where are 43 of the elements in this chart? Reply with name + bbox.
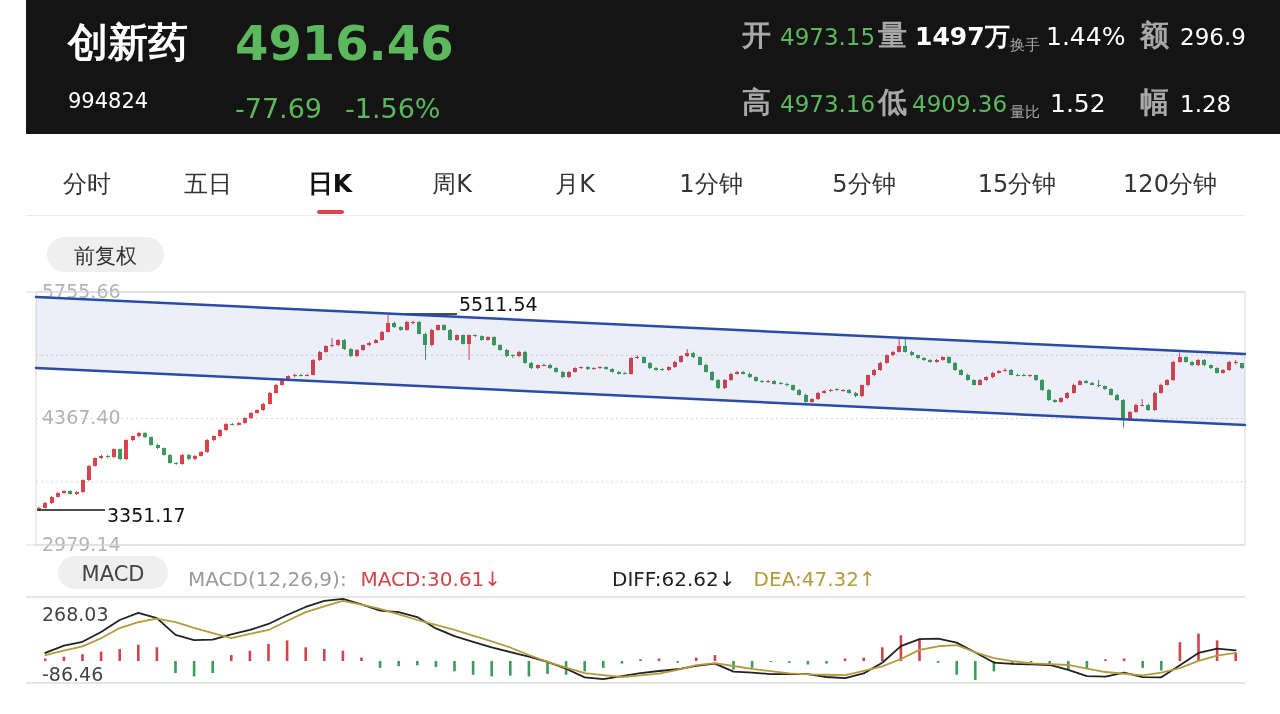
text: 4916.46	[235, 15, 454, 71]
text: 15分钟	[977, 170, 1057, 198]
text: 周K	[432, 170, 474, 198]
text: 1分钟	[679, 170, 743, 198]
text: 1.28	[1180, 91, 1232, 117]
y-tick-label: 268.03	[42, 602, 109, 625]
text: 5分钟	[832, 170, 896, 198]
y-tick-label: 2979.14	[42, 532, 121, 555]
text: 幅	[1140, 85, 1169, 119]
text: 高	[742, 85, 771, 119]
text: 量	[877, 18, 907, 52]
text: MACD:30.61↓	[360, 566, 502, 591]
annotation: 3351.17	[107, 503, 186, 526]
annotation: 5511.54	[459, 292, 538, 315]
y-tick-label: -86.46	[42, 663, 104, 686]
text: -1.56%	[345, 93, 441, 124]
y-tick-label: 4367.40	[42, 406, 121, 428]
text: 4973.15	[780, 24, 876, 50]
chart-title: 创新药	[67, 19, 188, 65]
text: 分时	[63, 170, 111, 198]
text: 换手	[1010, 36, 1040, 54]
text: MACD	[81, 562, 145, 586]
text: DEA:47.32↑	[753, 566, 876, 591]
text: 1497万	[915, 22, 1010, 51]
text: 1.52	[1050, 89, 1106, 118]
text: 120分钟	[1123, 170, 1217, 198]
text: 1.44%	[1046, 22, 1126, 51]
text: 4909.36	[912, 91, 1008, 117]
text: 五日	[184, 170, 232, 198]
text: DIFF:62.62↓	[612, 566, 736, 591]
text: 994824	[68, 89, 149, 113]
text: 量比	[1010, 103, 1040, 121]
text: -77.69	[235, 93, 323, 124]
text: 4973.16	[780, 91, 876, 117]
text: 前复权	[73, 244, 137, 268]
text: 296.9	[1180, 24, 1246, 50]
text: 日K	[307, 169, 354, 198]
text: 月K	[555, 170, 597, 198]
y-tick-label: 5755.66	[42, 279, 121, 302]
text: 额	[1139, 18, 1170, 52]
text: 低	[877, 85, 907, 119]
legend-title: MACD(12,26,9):	[188, 566, 347, 591]
text: 开	[741, 18, 771, 52]
